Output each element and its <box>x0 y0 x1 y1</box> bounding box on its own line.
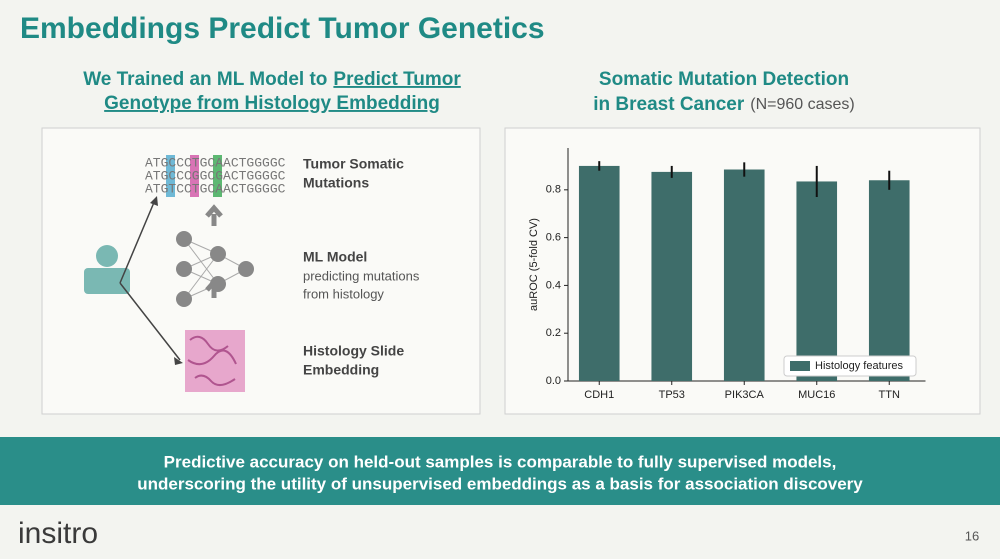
person-icon <box>84 268 130 294</box>
x-tick-label: TP53 <box>659 389 685 401</box>
heading-text: We Trained an ML Model to <box>83 69 327 90</box>
bar <box>796 181 838 381</box>
network-edges <box>183 238 247 300</box>
y-axis-label: auROC (5-fold CV) <box>528 218 540 311</box>
step-title: Mutations <box>303 175 369 191</box>
page-number: 16 <box>965 528 979 543</box>
step-detail: from histology <box>303 286 384 301</box>
heading-note: (N=960 cases) <box>750 96 855 113</box>
heading-link[interactable]: Predict Tumor <box>333 69 461 90</box>
chart: 0.0 0.2 0.4 0.6 0.8 auROC (5-fold CV) CDH1 TP53… <box>528 148 926 401</box>
sequence: ATGCCCGGCGACTGGGGC <box>145 168 286 183</box>
highlight <box>166 155 175 197</box>
y-tick-label: 0.4 <box>546 279 561 291</box>
right-heading: in Breast Cancer (N=960 cases) <box>593 94 855 115</box>
highlight <box>190 155 199 197</box>
step-title: Embedding <box>303 362 379 378</box>
banner-text: underscoring the utility of unsupervised… <box>137 474 863 493</box>
logo: insitro <box>18 517 98 550</box>
up-arrow <box>205 204 223 298</box>
slide-title: Embeddings Predict Tumor Genetics <box>20 12 545 45</box>
step-title: Histology Slide <box>303 343 404 359</box>
step-title: ML Model <box>303 249 367 265</box>
histology-image <box>185 330 245 392</box>
x-tick-label: MUC16 <box>798 389 835 401</box>
heading-link[interactable]: Genotype from Histology Embedding <box>104 93 440 114</box>
y-tick-label: 0.6 <box>546 232 561 244</box>
bar <box>868 180 910 381</box>
sequence: ATGTCCTGCAACTGGGGC <box>145 181 286 196</box>
bar <box>651 171 693 381</box>
heading-text: in Breast Cancer <box>593 94 745 115</box>
histology-texture <box>187 335 237 386</box>
x-tick-label: TTN <box>879 389 900 401</box>
legend-label: Histology features <box>815 360 904 372</box>
bar <box>723 169 765 381</box>
sequence: ATGCCCTGCAACTGGGGC <box>145 155 286 170</box>
x-tick-label: PIK3CA <box>725 389 765 401</box>
y-tick-label: 0.2 <box>546 327 561 339</box>
diagram: ATGCCCTGCAACTGGGGC ATGCCCGGCGACTGGGGC AT… <box>84 155 286 392</box>
legend-swatch <box>790 361 810 371</box>
legend-box <box>783 355 917 377</box>
left-heading: We Trained an ML Model to Predict Tumor <box>83 69 461 90</box>
highlight <box>213 155 222 197</box>
banner-text: Predictive accuracy on held-out samples … <box>164 452 837 471</box>
y-tick-label: 0.8 <box>546 184 561 196</box>
step-detail: predicting mutations <box>303 268 420 283</box>
right-heading: Somatic Mutation Detection <box>599 69 849 90</box>
step-title: Tumor Somatic <box>303 156 404 172</box>
y-tick-label: 0.0 <box>546 375 561 387</box>
bar <box>578 165 620 381</box>
banner <box>0 437 1000 505</box>
arrow <box>119 199 181 361</box>
person-icon <box>96 245 118 267</box>
x-tick-label: CDH1 <box>584 389 614 401</box>
